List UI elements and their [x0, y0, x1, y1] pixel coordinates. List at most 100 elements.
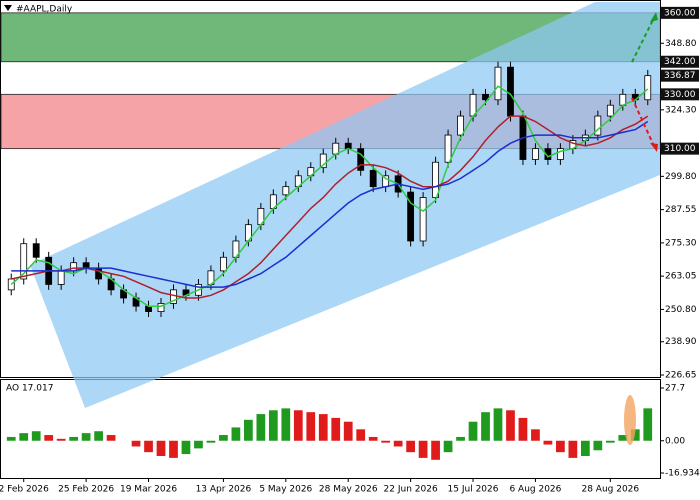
chart-title: #AAPL,Daily: [16, 5, 73, 15]
candle-body: [457, 115, 464, 136]
ao-bar: [543, 440, 553, 445]
candle-body: [482, 93, 489, 101]
ao-bar: [169, 440, 178, 458]
x-tick-label: 22 Jun 2026: [384, 485, 438, 495]
ao-bar: [630, 429, 640, 441]
ao-bar: [293, 410, 303, 441]
x-tick-label: 28 Aug 2026: [581, 485, 639, 495]
ao-bar: [256, 414, 266, 441]
ao-bar: [518, 417, 528, 441]
ao-bar: [418, 440, 428, 458]
last-price-box: [661, 69, 699, 82]
up-arrow: [631, 17, 655, 63]
candle-body: [32, 243, 40, 258]
ao-bar: [568, 440, 578, 458]
ao-bar: [556, 440, 565, 453]
y-tick-label: 299.80: [665, 172, 697, 182]
candle-body: [319, 153, 327, 169]
ao-bar: [343, 421, 353, 441]
level-label-box: [661, 142, 699, 155]
ao-bar: [406, 440, 415, 453]
y-tick-label: 324.30: [665, 105, 697, 115]
candle-body: [357, 148, 365, 171]
y-tick-label: 250.80: [665, 305, 697, 315]
y-tick-label: 287.55: [665, 205, 697, 215]
candle-body: [532, 148, 539, 160]
level-label: 360.00: [664, 8, 696, 18]
title-icon: [4, 5, 12, 11]
ao-bar: [605, 440, 615, 443]
y-tick-label: 226.65: [665, 371, 697, 381]
x-tick-label: 2 Feb 2026: [0, 485, 49, 495]
candle-body: [507, 66, 514, 117]
candle-body: [282, 186, 290, 196]
ao-bar: [456, 436, 465, 441]
ao-bar: [106, 435, 116, 441]
ao-bar: [356, 429, 366, 441]
ao-bar: [493, 408, 503, 441]
y-tick-label: -16.934: [665, 469, 700, 479]
candle-body: [419, 197, 427, 242]
ao-panel-frame: [0, 379, 661, 479]
down-arrow: [631, 97, 655, 147]
ao-bar: [268, 410, 278, 441]
candle-body: [82, 262, 90, 269]
ao-bar: [81, 433, 91, 441]
ao-bar: [44, 435, 54, 441]
ao-bar: [468, 421, 478, 441]
ao-bar: [618, 435, 628, 441]
ao-bar: [443, 440, 453, 453]
ao-bar: [381, 440, 391, 443]
y-tick-label: 348.80: [665, 39, 697, 49]
ao-bar: [219, 435, 228, 441]
x-tick-label: 15 Jul 2026: [448, 485, 499, 495]
moving-average: [11, 120, 649, 288]
candle-body: [369, 169, 377, 188]
y-tick-label: 275.30: [665, 238, 697, 248]
candle-body: [220, 256, 227, 272]
level-label-box: [661, 6, 699, 19]
ao-bar: [431, 440, 440, 460]
level-label: 330.00: [664, 90, 696, 100]
y-tick-label: 263.05: [665, 272, 697, 282]
moving-average: [11, 115, 649, 299]
ao-bar: [206, 440, 216, 443]
candle-body: [70, 262, 78, 272]
ao-bar: [580, 440, 590, 456]
candle-body: [606, 104, 614, 117]
ao-bar: [31, 431, 41, 441]
ao-bar: [131, 440, 141, 447]
down-arrow-head: [650, 143, 658, 152]
up-arrow-head: [650, 12, 658, 22]
ao-bar: [481, 412, 490, 441]
ao-highlight: [624, 395, 636, 445]
ao-bar: [506, 410, 515, 441]
candle-body: [407, 191, 415, 242]
ao-bar: [69, 436, 79, 441]
ao-bar: [368, 436, 378, 441]
candle-body: [432, 161, 439, 198]
level-label-box: [661, 55, 699, 68]
level-label: 342.00: [664, 57, 696, 67]
candle-body: [556, 148, 564, 160]
candle-body: [644, 75, 652, 101]
level-label-box: [661, 88, 699, 101]
x-tick-label: 13 Apr 2026: [196, 485, 252, 495]
ao-bar: [318, 414, 328, 441]
ao-bar: [643, 408, 653, 441]
ao-bar: [593, 440, 603, 451]
candle-body: [20, 243, 28, 280]
ao-bar: [6, 436, 16, 441]
x-tick-label: 28 May 2026: [319, 485, 378, 495]
ao-bar: [393, 440, 403, 447]
ao-bar: [194, 440, 203, 449]
ao-bar: [306, 412, 316, 441]
x-tick-label: 19 Mar 2026: [120, 485, 177, 495]
candle-body: [157, 303, 165, 312]
level-label: 310.00: [664, 144, 696, 154]
candle-body: [444, 134, 452, 163]
last-price-label: 336.87: [664, 71, 696, 81]
candle-body: [594, 115, 602, 136]
y-tick-label: 0.00: [665, 436, 685, 446]
